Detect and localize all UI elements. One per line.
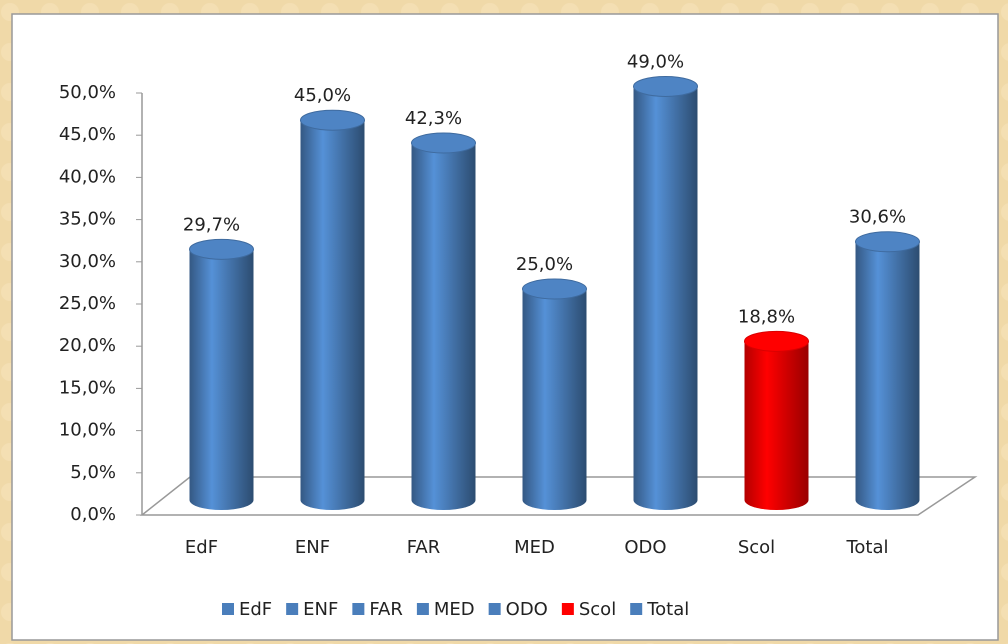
y-tick-label: 0,0%	[70, 504, 116, 525]
value-label: 49,0%	[627, 51, 684, 72]
y-tick-label: 25,0%	[59, 293, 116, 314]
legend-swatch	[222, 603, 234, 615]
x-tick-label: FAR	[407, 537, 441, 558]
y-tick-label: 10,0%	[59, 420, 116, 441]
chart-area	[11, 13, 999, 641]
legend-swatch	[488, 603, 501, 615]
legend-swatch	[352, 603, 365, 615]
legend-label: ODO	[506, 599, 548, 620]
bar-body	[855, 241, 920, 510]
bar-top	[855, 231, 920, 253]
bar-top	[411, 132, 476, 154]
value-label: 30,6%	[849, 207, 906, 228]
bar	[411, 132, 476, 510]
legend-swatch	[630, 603, 643, 615]
y-tick-label: 40,0%	[59, 166, 116, 187]
legend-swatch	[561, 603, 574, 615]
legend-swatch	[416, 603, 429, 615]
y-tick-label: 5,0%	[70, 462, 116, 483]
bar-body	[522, 289, 587, 510]
legend-swatch	[286, 603, 299, 615]
bar-body	[633, 86, 698, 510]
legend-label: MED	[434, 599, 475, 620]
bar	[855, 231, 920, 510]
bar	[744, 330, 809, 510]
bar-top	[522, 278, 587, 300]
x-tick-label: MED	[514, 537, 555, 558]
x-tick-label: Scol	[738, 537, 775, 558]
bar-top	[744, 330, 809, 352]
bar	[189, 238, 254, 510]
bar	[633, 75, 698, 510]
bar	[522, 278, 587, 510]
y-tick-label: 45,0%	[59, 124, 116, 145]
legend-label: ENF	[303, 599, 338, 620]
legend-label: Scol	[579, 599, 616, 620]
bar-body	[189, 249, 254, 510]
y-tick-label: 30,0%	[59, 251, 116, 272]
legend-label: FAR	[369, 599, 403, 620]
value-label: 45,0%	[294, 85, 351, 106]
legend: EdF ENF FAR MED ODO Scol Total	[222, 599, 689, 620]
bar-top	[300, 109, 365, 131]
bar	[300, 109, 365, 510]
y-tick-label: 35,0%	[59, 209, 116, 230]
x-tick-label: EdF	[185, 537, 218, 558]
bar-top	[189, 238, 254, 260]
bar-body	[744, 341, 809, 510]
bar-body	[411, 142, 476, 510]
value-label: 18,8%	[738, 306, 795, 327]
x-tick-label: ODO	[624, 537, 666, 558]
value-label: 29,7%	[183, 214, 240, 235]
x-tick-label: Total	[845, 537, 888, 558]
bar-body	[300, 120, 365, 510]
x-tick-label: ENF	[295, 537, 330, 558]
value-label: 25,0%	[516, 254, 573, 275]
legend-label: EdF	[239, 599, 272, 620]
y-tick-label: 15,0%	[59, 377, 116, 398]
bar-top	[633, 75, 698, 97]
y-tick-label: 20,0%	[59, 335, 116, 356]
y-tick-label: 50,0%	[59, 82, 116, 103]
value-label: 42,3%	[405, 108, 462, 129]
legend-label: Total	[646, 599, 689, 620]
